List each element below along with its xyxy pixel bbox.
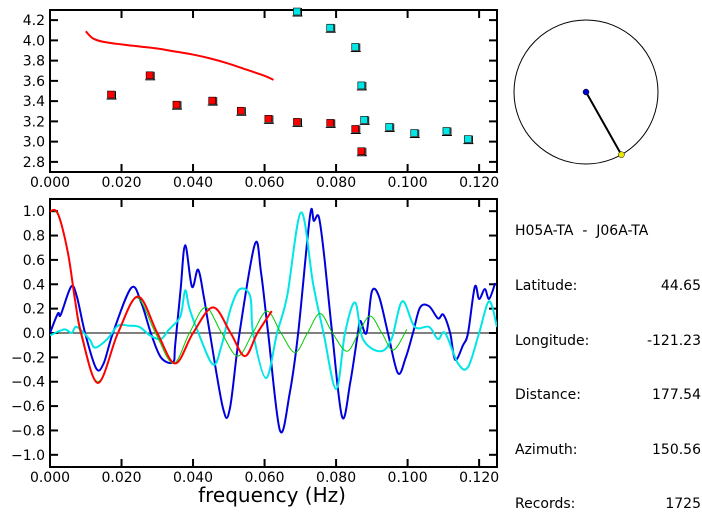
data-point xyxy=(385,123,394,131)
azimuth-dial xyxy=(513,19,659,165)
data-point xyxy=(357,81,366,90)
info-row-longitude: Longitude: -121.23 xyxy=(515,332,701,350)
x-tick-label: 0.020 xyxy=(101,175,141,191)
y-tick-label: 0.4 xyxy=(23,277,45,293)
x-tick-label: 0.000 xyxy=(30,470,70,486)
x-tick-label: 0.120 xyxy=(459,175,499,191)
data-point xyxy=(145,71,154,80)
azimuth-circle xyxy=(513,19,659,165)
phase-velocity-chart: 0.000 0.020 0.040 0.060 0.080 0.100 0.120 2.8 3.… xyxy=(23,7,499,191)
y-tick-label: 3.0 xyxy=(23,135,45,151)
data-point xyxy=(351,125,360,133)
info-value: -121.23 xyxy=(646,332,701,349)
x-tick-label: 0.020 xyxy=(101,470,141,486)
y-tick-label: 3.2 xyxy=(23,114,45,130)
y-tick-label: 0.0 xyxy=(23,326,45,342)
info-label: Distance: xyxy=(515,387,581,404)
info-label: Azimuth: xyxy=(515,441,578,458)
data-point xyxy=(442,127,451,135)
y-tick-label: −0.2 xyxy=(11,350,45,366)
data-point xyxy=(326,23,335,32)
info-label: Latitude: xyxy=(515,278,578,294)
receiver-station-dot xyxy=(618,151,625,158)
y-tick-label: 2.8 xyxy=(23,155,45,171)
series-line xyxy=(50,211,497,391)
y-tick-label: 3.6 xyxy=(23,74,45,90)
x-tick-label: 0.100 xyxy=(388,175,428,191)
y-tick-label: 1.0 xyxy=(23,204,45,220)
x-tick-label: 0.080 xyxy=(316,470,356,486)
y-tick-label: 3.4 xyxy=(23,94,45,110)
data-point xyxy=(293,7,301,16)
info-row-azimuth: Azimuth: 150.56 xyxy=(515,441,701,459)
coherency-chart: 0.000 0.020 0.040 0.060 0.080 0.100 0.120 −1.0 −… xyxy=(11,198,499,486)
series-line xyxy=(50,210,408,383)
y-tick-label: −0.8 xyxy=(11,423,45,439)
data-point xyxy=(293,118,301,126)
y-tick-label: 0.2 xyxy=(23,302,45,318)
x-tick-label: 0.060 xyxy=(245,470,285,486)
data-point xyxy=(360,116,368,124)
data-point xyxy=(326,119,335,127)
data-point xyxy=(464,135,472,143)
source-station-dot xyxy=(582,88,590,96)
data-point xyxy=(410,129,419,137)
info-value: 177.54 xyxy=(652,387,701,404)
data-point xyxy=(357,147,366,156)
info-value: 150.56 xyxy=(652,441,701,458)
y-tick-label: −1.0 xyxy=(11,448,45,464)
station-pair-title: H05A-TA - J06A-TA xyxy=(515,223,649,240)
series-line xyxy=(50,208,273,384)
info-row-latitude: Latitude: 44.65 xyxy=(515,277,701,295)
y-tick-label: 4.2 xyxy=(23,13,45,29)
info-label: Longitude: xyxy=(515,332,590,349)
info-value: 44.65 xyxy=(660,278,701,294)
x-tick-label: 0.040 xyxy=(173,470,213,486)
data-point xyxy=(208,96,217,105)
info-row-distance: Distance: 177.54 xyxy=(515,386,701,404)
data-point xyxy=(172,100,181,109)
x-tick-label: 0.100 xyxy=(388,470,428,486)
plot-canvas: 0.000 0.020 0.040 0.060 0.080 0.100 0.120 2.8 3.… xyxy=(11,7,659,507)
station-info-panel: H05A-TA - J06A-TA Latitude: 44.65 Longitu… xyxy=(515,186,701,532)
x-tick-label: 0.120 xyxy=(459,470,499,486)
plot-frame xyxy=(49,9,498,173)
x-tick-label: 0.040 xyxy=(173,175,213,191)
info-label: Records: xyxy=(515,496,576,513)
y-tick-label: 3.8 xyxy=(23,54,45,70)
y-tick-label: −0.6 xyxy=(11,399,45,415)
x-axis-label: frequency (Hz) xyxy=(198,483,346,507)
data-point xyxy=(237,106,245,115)
dispersion-curve xyxy=(85,30,274,81)
series-line xyxy=(50,207,497,434)
data-point xyxy=(107,90,115,99)
y-tick-label: −0.4 xyxy=(11,375,45,391)
x-tick-label: 0.000 xyxy=(30,175,70,191)
azimuth-line xyxy=(585,91,623,156)
info-value: 1725 xyxy=(665,496,701,513)
x-tick-label: 0.080 xyxy=(316,175,356,191)
y-tick-label: 0.8 xyxy=(23,229,45,245)
data-point xyxy=(264,115,273,123)
info-row-records: Records: 1725 xyxy=(515,495,701,513)
y-tick-label: 4.0 xyxy=(23,33,45,49)
data-point xyxy=(351,43,360,51)
y-tick-label: 0.6 xyxy=(23,253,45,269)
x-tick-label: 0.060 xyxy=(245,175,285,191)
